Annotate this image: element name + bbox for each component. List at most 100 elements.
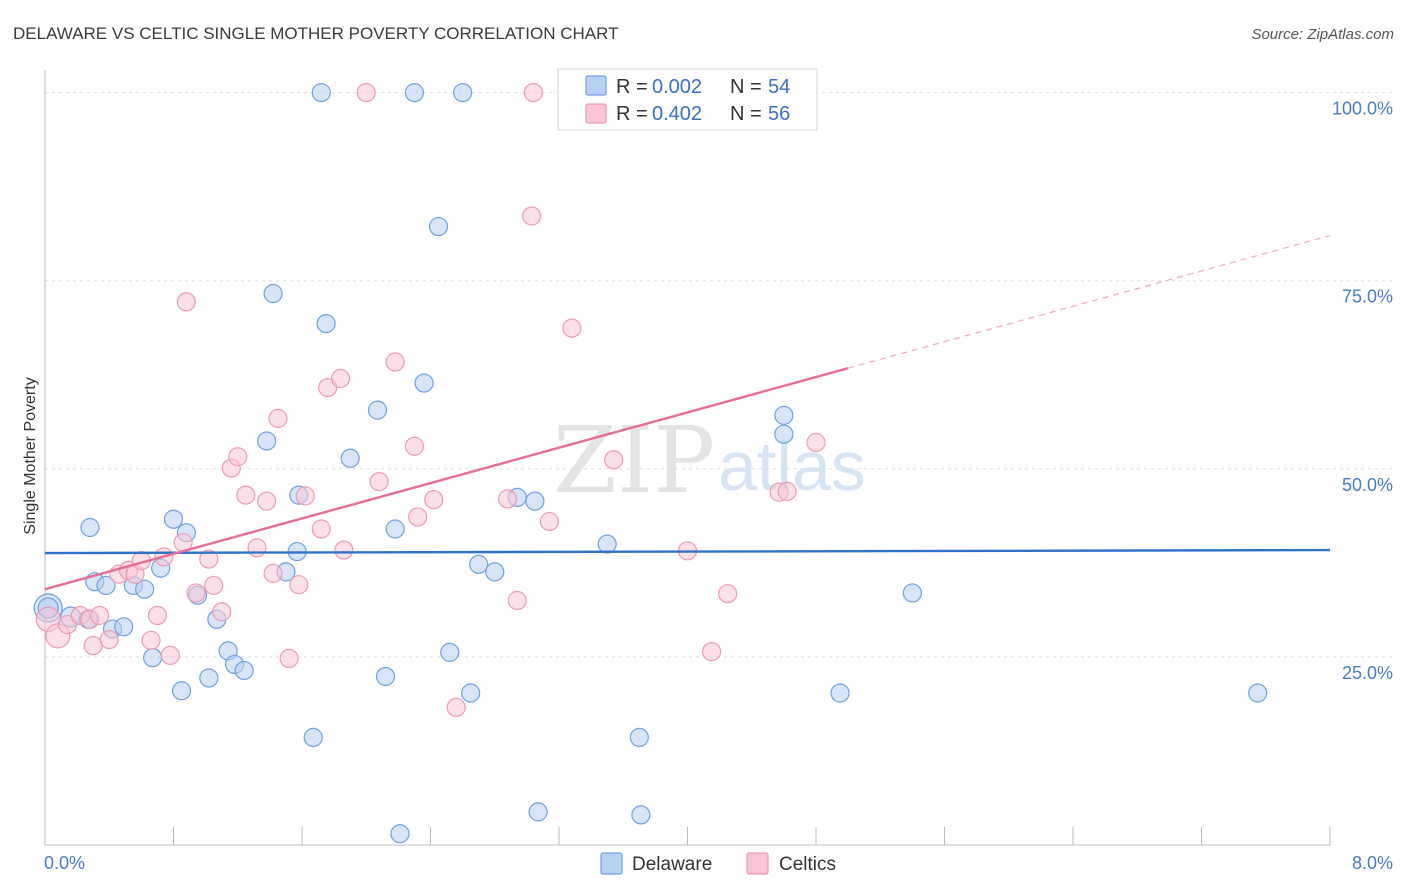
point-celtics-43 (498, 489, 518, 509)
point-celtics-36 (356, 83, 376, 103)
point-delaware-29 (340, 448, 360, 468)
point-celtics-18 (186, 583, 206, 603)
point-delaware-3 (80, 517, 100, 538)
point-celtics-37 (369, 472, 389, 492)
point-celtics-7 (99, 629, 119, 650)
point-celtics-45 (522, 206, 542, 226)
point-celtics-23 (228, 447, 248, 467)
point-celtics-32 (311, 519, 331, 539)
point-delaware-46 (629, 727, 649, 748)
point-delaware-36 (428, 216, 449, 237)
point-delaware-16 (199, 668, 219, 688)
point-delaware-21 (257, 431, 277, 451)
point-celtics-54 (777, 481, 797, 501)
point-delaware-28 (316, 314, 336, 334)
point-delaware-33 (390, 824, 410, 844)
point-celtics-19 (199, 549, 219, 569)
point-delaware-48 (774, 405, 794, 425)
point-delaware-34 (404, 83, 425, 103)
trendline-celtics-extension (847, 234, 1331, 369)
bottom-legend-label-celtics: Celtics (779, 854, 836, 875)
point-celtics-35 (334, 540, 354, 560)
point-celtics-49 (604, 450, 624, 470)
point-delaware-40 (469, 554, 489, 574)
point-celtics-17 (176, 292, 196, 312)
point-delaware-50 (830, 683, 850, 703)
point-celtics-38 (385, 352, 405, 372)
point-celtics-39 (404, 436, 425, 456)
point-delaware-49 (774, 424, 794, 444)
legend-r-label-delaware: R = (616, 76, 648, 98)
point-celtics-46 (523, 83, 543, 103)
point-celtics-41 (424, 490, 444, 510)
point-celtics-12 (141, 630, 161, 650)
point-delaware-38 (453, 83, 473, 103)
point-celtics-29 (279, 648, 299, 669)
point-delaware-10 (143, 648, 163, 668)
trendlines (44, 234, 1331, 591)
legend-r-label-celtics: R = (616, 103, 648, 125)
y-tick-label-50: 50.0% (1342, 475, 1393, 495)
point-delaware-30 (367, 400, 388, 420)
point-delaware-22 (263, 283, 283, 304)
bottom-legend-swatch-celtics (746, 852, 769, 875)
point-celtics-6 (90, 605, 110, 626)
point-delaware-13 (171, 681, 192, 701)
legend-n-value-celtics: 56 (768, 103, 790, 125)
point-delaware-52 (1248, 683, 1268, 703)
point-celtics-30 (289, 575, 309, 595)
y-tick-label-100: 100.0% (1332, 99, 1393, 119)
point-celtics-52 (718, 584, 738, 604)
legend-swatch-celtics (585, 103, 607, 124)
legend-n-value-delaware: 54 (768, 76, 790, 98)
point-celtics-48 (562, 318, 582, 338)
bottom-legend-swatch-delaware (600, 852, 623, 875)
point-celtics-44 (507, 590, 527, 611)
point-delaware-31 (375, 666, 396, 687)
point-delaware-27 (311, 83, 331, 103)
x-tick-label-max: 8.0% (1352, 853, 1393, 873)
y-axis-label: Single Mother Poverty (22, 377, 39, 534)
gridlines (45, 92, 1394, 658)
legend-r-value-delaware: 0.002 (652, 76, 702, 98)
legend-n-label-celtics: N = (730, 103, 762, 125)
trendline-celtics (44, 367, 849, 591)
point-celtics-20 (204, 575, 224, 596)
chart-source: Source: ZipAtlas.com (1251, 26, 1394, 43)
point-celtics-24 (236, 485, 256, 505)
point-delaware-44 (528, 802, 548, 822)
point-celtics-25 (247, 538, 267, 558)
trendline-delaware (44, 548, 1331, 555)
point-celtics-47 (539, 511, 559, 532)
point-delaware-37 (440, 642, 460, 662)
point-delaware-20 (234, 660, 254, 681)
y-tick-label-25: 25.0% (1342, 663, 1393, 683)
point-celtics-34 (330, 368, 351, 389)
point-delaware-7 (114, 617, 134, 637)
series-legend: Delaware Celtics (600, 852, 836, 875)
watermark: ZIP atlas (553, 407, 866, 514)
point-celtics-5 (83, 636, 103, 656)
bottom-legend-label-delaware: Delaware (632, 854, 712, 875)
point-delaware-51 (902, 583, 922, 603)
point-delaware-32 (385, 519, 405, 539)
point-celtics-15 (160, 645, 180, 666)
point-celtics-42 (446, 697, 466, 717)
point-delaware-9 (134, 579, 155, 599)
point-celtics-13 (147, 605, 168, 626)
legend-n-label-delaware: N = (730, 76, 762, 98)
point-celtics-40 (408, 507, 428, 527)
point-celtics-26 (257, 491, 277, 511)
legend-swatch-delaware (585, 75, 607, 96)
point-delaware-35 (414, 373, 434, 393)
watermark-zip: ZIP (553, 407, 715, 514)
point-delaware-39 (461, 683, 481, 703)
point-delaware-45 (597, 534, 617, 554)
point-delaware-43 (525, 491, 545, 511)
point-celtics-27 (263, 563, 283, 583)
legend-r-value-celtics: 0.402 (652, 103, 702, 125)
point-celtics-55 (806, 432, 826, 453)
point-delaware-41 (485, 562, 505, 582)
chart-title: DELAWARE VS CELTIC SINGLE MOTHER POVERTY… (13, 24, 619, 43)
